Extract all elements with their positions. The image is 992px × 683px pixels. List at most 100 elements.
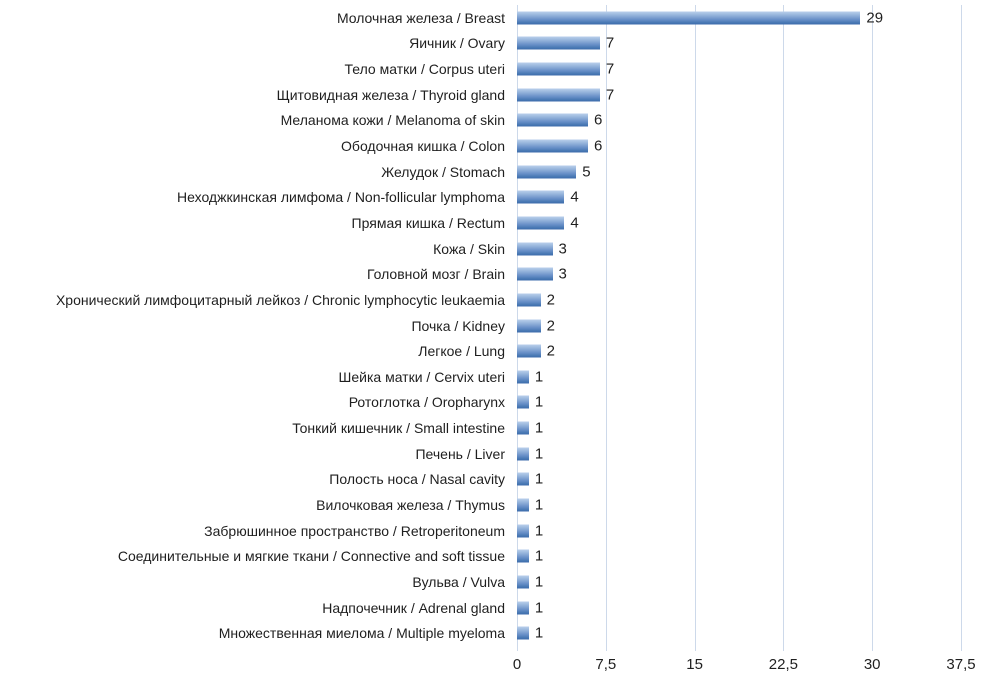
category-label: Неходжкинская лимфома / Non-follicular l… bbox=[177, 189, 505, 206]
bar bbox=[517, 549, 529, 563]
chart-rows: Молочная железа / Breast 29 Яичник / Ovary… bbox=[0, 5, 992, 646]
row-plot: 5 bbox=[517, 159, 961, 185]
bar bbox=[517, 88, 600, 102]
chart-row: Печень / Liver 1 bbox=[0, 441, 992, 467]
row-plot: 1 bbox=[517, 492, 961, 518]
row-plot: 1 bbox=[517, 543, 961, 569]
row-plot: 1 bbox=[517, 518, 961, 544]
chart-row: Головной мозг / Brain 3 bbox=[0, 261, 992, 287]
category-label: Почка / Kidney bbox=[411, 317, 505, 334]
row-plot: 4 bbox=[517, 184, 961, 210]
chart-row: Вилочковая железа / Thymus 1 bbox=[0, 492, 992, 518]
value-label: 1 bbox=[534, 547, 544, 565]
x-axis-tick-label: 15 bbox=[686, 656, 703, 673]
category-label: Хронический лимфоцитарный лейкоз / Chron… bbox=[55, 291, 505, 308]
chart-row: Щитовидная железа / Thyroid gland 7 bbox=[0, 82, 992, 108]
bar bbox=[517, 165, 577, 179]
row-plot: 1 bbox=[517, 415, 961, 441]
category-label: Яичник / Ovary bbox=[409, 35, 505, 52]
chart-row: Желудок / Stomach 5 bbox=[0, 159, 992, 185]
row-plot: 6 bbox=[517, 108, 961, 134]
x-axis-tick bbox=[694, 646, 696, 651]
chart-row: Полость носа / Nasal cavity 1 bbox=[0, 467, 992, 493]
value-label: 29 bbox=[866, 9, 884, 27]
x-axis-tick-label: 0 bbox=[512, 656, 522, 673]
chart-row: Соединительные и мягкие ткани / Connecti… bbox=[0, 543, 992, 569]
chart-row: Забрюшинное пространство / Retroperitone… bbox=[0, 518, 992, 544]
row-plot: 1 bbox=[517, 569, 961, 595]
bar bbox=[517, 575, 529, 589]
gridline bbox=[605, 5, 607, 646]
bar bbox=[517, 344, 541, 358]
value-label: 2 bbox=[546, 317, 556, 334]
row-plot: 7 bbox=[517, 56, 961, 82]
category-label: Вульва / Vulva bbox=[412, 573, 505, 590]
category-label: Головной мозг / Brain bbox=[366, 266, 505, 283]
value-label: 7 bbox=[605, 34, 615, 52]
value-label: 7 bbox=[605, 86, 615, 104]
value-label: 3 bbox=[558, 265, 567, 283]
row-plot: 3 bbox=[517, 261, 961, 287]
chart-row: Ротоглотка / Oropharynx 1 bbox=[0, 390, 992, 416]
category-label: Ободочная кишка / Colon bbox=[341, 138, 505, 155]
value-label: 6 bbox=[594, 137, 603, 155]
row-plot: 2 bbox=[517, 338, 961, 364]
bar bbox=[517, 190, 565, 204]
chart-row: Легкое / Lung 2 bbox=[0, 338, 992, 364]
x-axis-tick bbox=[961, 646, 962, 651]
bar bbox=[517, 293, 541, 307]
value-label: 2 bbox=[546, 342, 556, 360]
row-plot: 29 bbox=[517, 5, 961, 31]
chart-row: Тело матки / Corpus uteri 7 bbox=[0, 56, 992, 82]
category-label: Тонкий кишечник / Small intestine bbox=[292, 420, 505, 437]
chart-row: Хронический лимфоцитарный лейкоз / Chron… bbox=[0, 287, 992, 313]
x-axis-tick bbox=[605, 646, 607, 651]
row-plot: 3 bbox=[517, 236, 961, 262]
bar bbox=[517, 395, 529, 409]
value-label: 1 bbox=[534, 368, 544, 386]
value-label: 1 bbox=[534, 393, 544, 411]
category-label: Шейка матки / Cervix uteri bbox=[338, 368, 505, 385]
value-label: 4 bbox=[570, 214, 579, 232]
row-plot: 1 bbox=[517, 595, 961, 621]
value-label: 1 bbox=[534, 470, 544, 488]
bar bbox=[517, 421, 529, 435]
value-label: 1 bbox=[534, 496, 544, 514]
category-label: Соединительные и мягкие ткани / Connecti… bbox=[117, 548, 505, 565]
category-label: Молочная железа / Breast bbox=[336, 9, 505, 26]
category-label: Желудок / Stomach bbox=[381, 163, 505, 180]
chart-row: Меланома кожи / Melanoma of skin 6 bbox=[0, 108, 992, 134]
row-plot: 1 bbox=[517, 441, 961, 467]
category-label: Ротоглотка / Oropharynx bbox=[348, 394, 505, 411]
x-axis-tick-label: 30 bbox=[863, 656, 881, 673]
value-label: 3 bbox=[558, 240, 567, 258]
chart-row: Яичник / Ovary 7 bbox=[0, 31, 992, 57]
category-label: Печень / Liver bbox=[415, 445, 505, 462]
category-label: Полость носа / Nasal cavity bbox=[329, 471, 505, 488]
category-label: Меланома кожи / Melanoma of skin bbox=[280, 112, 505, 129]
value-label: 6 bbox=[594, 111, 603, 129]
row-plot: 7 bbox=[517, 82, 961, 108]
value-label: 7 bbox=[605, 60, 615, 78]
bar bbox=[517, 524, 529, 538]
category-label: Множественная миелома / Multiple myeloma bbox=[218, 625, 505, 642]
x-axis-tick-label: 7,5 bbox=[595, 656, 617, 673]
bar bbox=[517, 139, 589, 153]
gridline bbox=[783, 5, 785, 646]
category-label: Легкое / Lung bbox=[418, 343, 505, 360]
bar bbox=[517, 113, 589, 127]
category-label: Щитовидная железа / Thyroid gland bbox=[276, 86, 505, 103]
bar bbox=[517, 242, 553, 256]
value-label: 2 bbox=[546, 291, 556, 309]
bar bbox=[517, 216, 565, 230]
value-label: 4 bbox=[570, 188, 579, 206]
category-label: Кожа / Skin bbox=[433, 240, 505, 257]
chart-row: Прямая кишка / Rectum 4 bbox=[0, 210, 992, 236]
chart-row: Неходжкинская лимфома / Non-follicular l… bbox=[0, 184, 992, 210]
gridline bbox=[872, 5, 874, 646]
gridline bbox=[961, 5, 962, 646]
bar bbox=[517, 267, 553, 281]
chart-row: Шейка матки / Cervix uteri 1 bbox=[0, 364, 992, 390]
value-label: 5 bbox=[582, 163, 591, 181]
chart-row: Вульва / Vulva 1 bbox=[0, 569, 992, 595]
